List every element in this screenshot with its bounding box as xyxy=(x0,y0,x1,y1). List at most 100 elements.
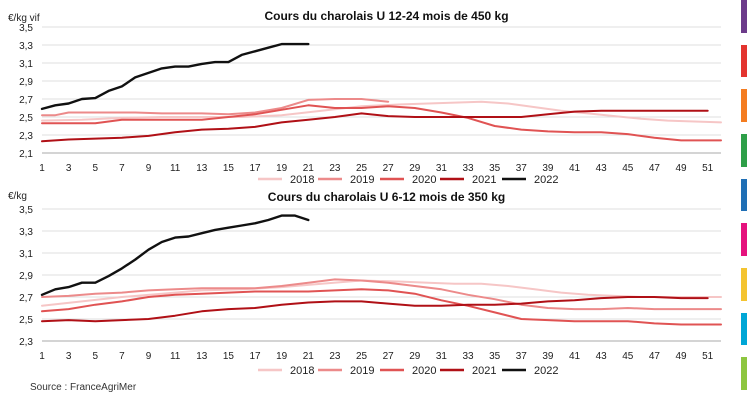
legend-label-2022: 2022 xyxy=(534,174,558,186)
strip-segment xyxy=(741,357,747,390)
x-tick-label: 17 xyxy=(249,163,261,174)
x-tick-label: 3 xyxy=(66,163,72,174)
x-tick-label: 21 xyxy=(303,163,315,174)
x-tick-label: 19 xyxy=(276,163,288,174)
y-tick-label: 2,5 xyxy=(19,315,33,326)
x-tick-label: 45 xyxy=(622,163,634,174)
x-tick-label: 13 xyxy=(196,351,208,362)
legend-label-2020: 2020 xyxy=(412,365,436,377)
legend-label-2019: 2019 xyxy=(350,365,374,377)
chart-1: Cours du charolais U 12-24 mois de 450 k… xyxy=(8,9,722,186)
x-tick-label: 31 xyxy=(436,351,448,362)
legend-label-2018: 2018 xyxy=(290,365,314,377)
y-axis-label: €/kg vif xyxy=(8,13,40,24)
series-line-2018 xyxy=(41,279,722,307)
y-tick-label: 3,5 xyxy=(19,23,33,34)
x-tick-label: 23 xyxy=(329,163,341,174)
x-tick-label: 23 xyxy=(329,351,341,362)
x-tick-label: 11 xyxy=(170,163,181,174)
x-tick-label: 21 xyxy=(303,351,315,362)
x-tick-label: 15 xyxy=(223,351,235,362)
series-line-2021 xyxy=(41,296,709,323)
y-tick-label: 2,7 xyxy=(19,95,33,106)
x-tick-label: 47 xyxy=(649,163,661,174)
y-tick-label: 2,1 xyxy=(19,149,33,160)
x-tick-label: 27 xyxy=(383,163,395,174)
x-tick-label: 7 xyxy=(119,351,125,362)
legend-label-2022: 2022 xyxy=(534,365,558,377)
strip-segment xyxy=(741,312,747,346)
x-tick-label: 29 xyxy=(409,351,421,362)
strip-segment xyxy=(741,89,747,122)
x-tick-label: 1 xyxy=(39,351,45,362)
x-tick-label: 37 xyxy=(516,351,528,362)
x-tick-label: 9 xyxy=(146,351,152,362)
y-tick-label: 2,3 xyxy=(19,337,33,348)
x-tick-label: 47 xyxy=(649,351,661,362)
x-tick-label: 51 xyxy=(702,351,714,362)
x-tick-label: 39 xyxy=(542,351,554,362)
x-tick-label: 5 xyxy=(92,351,98,362)
strip-segment xyxy=(741,134,747,167)
x-tick-label: 7 xyxy=(119,163,125,174)
series-line-2022 xyxy=(40,42,310,111)
x-tick-label: 43 xyxy=(596,351,608,362)
series-line-2020 xyxy=(41,288,722,326)
legend-label-2021: 2021 xyxy=(472,365,496,377)
x-tick-label: 5 xyxy=(92,163,98,174)
legend-label-2020: 2020 xyxy=(412,174,436,186)
x-tick-label: 35 xyxy=(489,163,501,174)
x-tick-label: 25 xyxy=(356,163,368,174)
x-tick-label: 1 xyxy=(39,163,45,174)
x-tick-label: 49 xyxy=(675,351,687,362)
y-tick-label: 3,1 xyxy=(19,59,33,70)
y-tick-label: 2,9 xyxy=(19,271,33,282)
series-line-2020 xyxy=(41,104,722,142)
x-tick-label: 49 xyxy=(675,163,687,174)
x-tick-label: 33 xyxy=(462,163,474,174)
x-tick-label: 39 xyxy=(542,163,554,174)
x-tick-label: 17 xyxy=(249,351,261,362)
x-tick-label: 41 xyxy=(569,351,581,362)
x-tick-label: 3 xyxy=(66,351,72,362)
x-tick-label: 29 xyxy=(409,163,421,174)
x-tick-label: 15 xyxy=(223,163,235,174)
series-line-2018 xyxy=(41,100,722,124)
x-tick-label: 41 xyxy=(569,163,581,174)
series-line-2021 xyxy=(41,109,709,143)
legend-label-2019: 2019 xyxy=(350,174,374,186)
series-line-2019 xyxy=(41,278,722,311)
y-tick-label: 2,7 xyxy=(19,293,33,304)
y-tick-label: 2,5 xyxy=(19,113,33,124)
x-tick-label: 13 xyxy=(196,163,208,174)
chart-2: Cours du charolais U 6-12 mois de 350 kg… xyxy=(8,190,722,377)
x-tick-label: 9 xyxy=(146,163,152,174)
x-tick-label: 27 xyxy=(383,351,395,362)
y-tick-label: 3,3 xyxy=(19,227,33,238)
x-tick-label: 31 xyxy=(436,163,448,174)
x-tick-label: 51 xyxy=(702,163,714,174)
x-tick-label: 25 xyxy=(356,351,368,362)
y-tick-label: 2,3 xyxy=(19,131,33,142)
legend: 2018 2019 2020 2021 2022 xyxy=(258,174,558,186)
x-tick-label: 35 xyxy=(489,351,501,362)
x-tick-label: 45 xyxy=(622,351,634,362)
y-tick-label: 3,3 xyxy=(19,41,33,52)
x-tick-label: 43 xyxy=(596,163,608,174)
y-tick-label: 3,1 xyxy=(19,249,33,260)
strip-segment xyxy=(741,268,747,301)
series-line-2019 xyxy=(41,98,390,117)
strip-segment xyxy=(741,178,747,212)
chart-title: Cours du charolais U 6-12 mois de 350 kg xyxy=(268,190,505,204)
y-tick-label: 3,5 xyxy=(19,205,33,216)
series-line-2022 xyxy=(40,214,310,296)
x-tick-label: 19 xyxy=(276,351,288,362)
x-tick-label: 37 xyxy=(516,163,528,174)
legend-label-2021: 2021 xyxy=(472,174,496,186)
strip-segment xyxy=(741,44,747,78)
source-note: Source : FranceAgriMer xyxy=(30,382,137,393)
y-axis-label: €/kg xyxy=(8,191,27,202)
strip-segment xyxy=(741,0,747,33)
x-tick-label: 11 xyxy=(170,351,181,362)
